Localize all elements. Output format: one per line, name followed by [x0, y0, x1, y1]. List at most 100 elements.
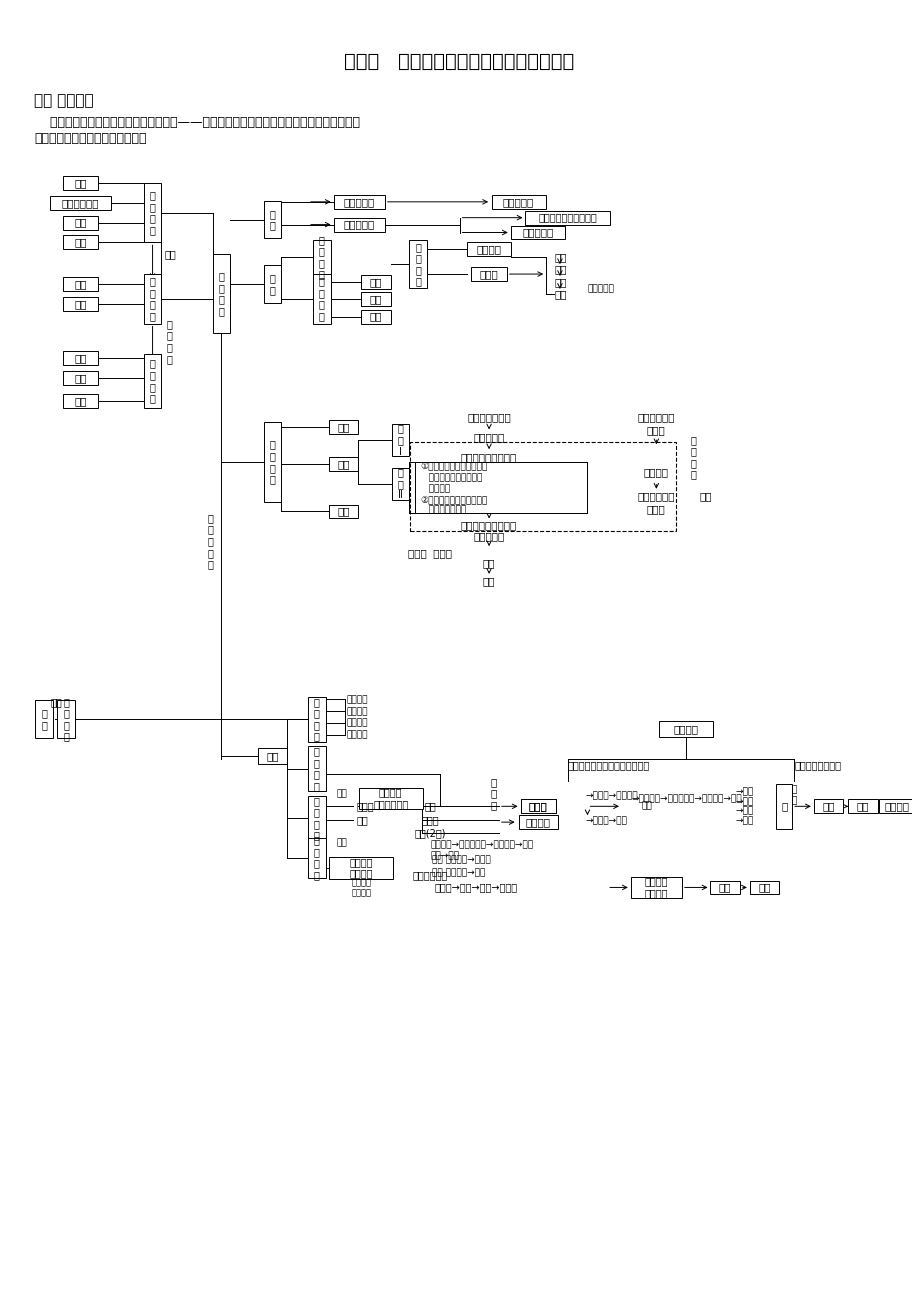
Text: 雄性 减数分裂→精子: 雄性 减数分裂→精子 — [432, 868, 485, 878]
Text: 特点: 特点 — [74, 217, 87, 228]
Bar — [334, 195, 384, 209]
Bar — [63, 394, 98, 408]
Text: 变形: 变形 — [482, 558, 494, 568]
Text: 双受精: 双受精 — [646, 504, 665, 515]
Bar — [709, 880, 739, 894]
Text: 细
胞
癌
变: 细 胞 癌 变 — [150, 359, 155, 403]
Text: 受精卵→卵裂→囊胚→原肠胚: 受精卵→卵裂→囊胚→原肠胚 — [435, 883, 517, 892]
Bar — [518, 815, 557, 829]
Text: 应用: 应用 — [51, 697, 62, 707]
Text: 意义: 意义 — [369, 312, 381, 321]
Text: 意义: 意义 — [74, 238, 87, 247]
Text: 供养: 供养 — [641, 802, 652, 811]
Text: 分裂间期: 分裂间期 — [476, 244, 501, 255]
Text: 产生新个体: 产生新个体 — [522, 227, 553, 238]
Text: 花粉管: 花粉管 — [356, 801, 373, 811]
Text: →胚轴: →胚轴 — [734, 797, 753, 806]
Text: 单细胞生物: 单细胞生物 — [343, 196, 374, 207]
Text: 和衰老、第五章生物的生殖和发育: 和衰老、第五章生物的生殖和发育 — [34, 133, 147, 146]
Text: 原因: 原因 — [74, 354, 87, 363]
Text: 主要: 主要 — [336, 838, 347, 848]
Text: 畸
形
分
化: 畸 形 分 化 — [166, 318, 172, 364]
Text: 产生新个体: 产生新个体 — [503, 196, 534, 207]
Bar — [525, 211, 609, 225]
Text: 交叉互换: 交叉互换 — [420, 484, 449, 493]
Text: 补充衰老、死亡的细胞: 补充衰老、死亡的细胞 — [538, 213, 596, 222]
Bar — [630, 876, 681, 898]
Bar — [511, 226, 564, 239]
Bar — [334, 217, 384, 231]
Text: 细
胞
增
殖: 细 胞 增 殖 — [219, 272, 224, 316]
Bar — [813, 800, 843, 814]
Text: 意
义: 意 义 — [269, 209, 276, 230]
Text: 过程: 过程 — [337, 459, 349, 469]
Text: 卵
式
生
殖: 卵 式 生 殖 — [313, 836, 320, 880]
Text: 母细胞: 母细胞 — [646, 425, 665, 436]
Text: 营养生殖: 营养生殖 — [346, 719, 368, 728]
Text: 极核(2个): 极核(2个) — [414, 828, 446, 838]
Bar — [212, 255, 230, 333]
Text: 组织分化
器官形成: 组织分化 器官形成 — [644, 876, 667, 898]
Text: 次级精（卵）母细胞: 次级精（卵）母细胞 — [460, 520, 516, 530]
Text: 配
子
生
殖: 配 子 生 殖 — [313, 796, 320, 841]
Text: （精巢）: （精巢） — [351, 888, 370, 897]
Text: 着丝点分裂: 着丝点分裂 — [587, 285, 614, 294]
Bar — [264, 265, 281, 303]
Bar — [328, 504, 357, 519]
Text: 多细胞生物: 多细胞生物 — [343, 220, 374, 230]
Bar — [51, 196, 111, 209]
Text: 色体的非姐妹染色单体: 色体的非姐妹染色单体 — [420, 473, 482, 482]
Bar — [308, 697, 325, 741]
Text: 特征: 特征 — [369, 294, 381, 304]
Text: 有
性
生
殖: 有 性 生 殖 — [313, 746, 320, 792]
Bar — [358, 788, 422, 810]
Bar — [36, 701, 53, 738]
Text: 减
数
Ⅰ: 减 数 Ⅰ — [397, 424, 403, 456]
Bar — [414, 462, 587, 514]
Bar — [143, 183, 161, 242]
Bar — [658, 722, 712, 737]
Text: 生殖: 生殖 — [267, 751, 278, 760]
Bar — [63, 351, 98, 365]
Text: →受精极核→游离胚乳核→胚乳细胞→胚乳: →受精极核→游离胚乳核→胚乳细胞→胚乳 — [631, 794, 742, 803]
Bar — [308, 796, 325, 840]
Text: 雌性 减数分裂→卵细胞: 雌性 减数分裂→卵细胞 — [432, 855, 490, 865]
Text: 受精卵: 受精卵 — [528, 801, 547, 811]
Text: 受
精
卵: 受 精 卵 — [491, 777, 496, 810]
Bar — [257, 747, 287, 764]
Text: 卵细胞、极核: 卵细胞、极核 — [637, 491, 675, 502]
Text: 珠被→种皮: 珠被→种皮 — [429, 852, 459, 861]
Text: 受精卵: 受精卵 — [528, 801, 547, 811]
Text: （卵巢）: （卵巢） — [351, 878, 370, 887]
Text: ①同源染色体联会、同源染: ①同源染色体联会、同源染 — [420, 463, 487, 472]
Bar — [312, 240, 330, 274]
Text: 减
数
分
裂: 减 数 分 裂 — [269, 439, 276, 485]
Bar — [63, 176, 98, 190]
Bar — [308, 746, 325, 790]
Text: 意义: 意义 — [337, 507, 349, 516]
Bar — [63, 216, 98, 230]
Text: 后期: 后期 — [554, 277, 566, 287]
Text: 受精极核: 受精极核 — [525, 818, 550, 827]
Text: 过程: 过程 — [369, 277, 381, 287]
Text: 主要: 主要 — [336, 789, 347, 798]
Text: 有
丝
分
裂: 有 丝 分 裂 — [319, 277, 324, 321]
Text: 中期: 中期 — [554, 264, 566, 274]
Text: 有丝分裂: 有丝分裂 — [643, 467, 668, 477]
Text: 原因: 原因 — [74, 299, 87, 308]
Bar — [264, 202, 281, 238]
Bar — [63, 235, 98, 250]
Bar — [467, 242, 510, 256]
Text: 减
数
分
裂: 减 数 分 裂 — [690, 434, 696, 480]
Bar — [264, 422, 281, 502]
Text: 初级精（卵）母细胞: 初级精（卵）母细胞 — [460, 452, 516, 462]
Bar — [63, 370, 98, 385]
Bar — [491, 195, 545, 209]
Text: 卵细胞  精细胞: 卵细胞 精细胞 — [408, 549, 451, 558]
Bar — [847, 800, 877, 814]
Text: 染色体自由组合: 染色体自由组合 — [420, 504, 466, 514]
Bar — [361, 292, 391, 306]
Text: →子叶: →子叶 — [734, 816, 753, 826]
Bar — [520, 800, 555, 814]
Bar — [63, 277, 98, 291]
